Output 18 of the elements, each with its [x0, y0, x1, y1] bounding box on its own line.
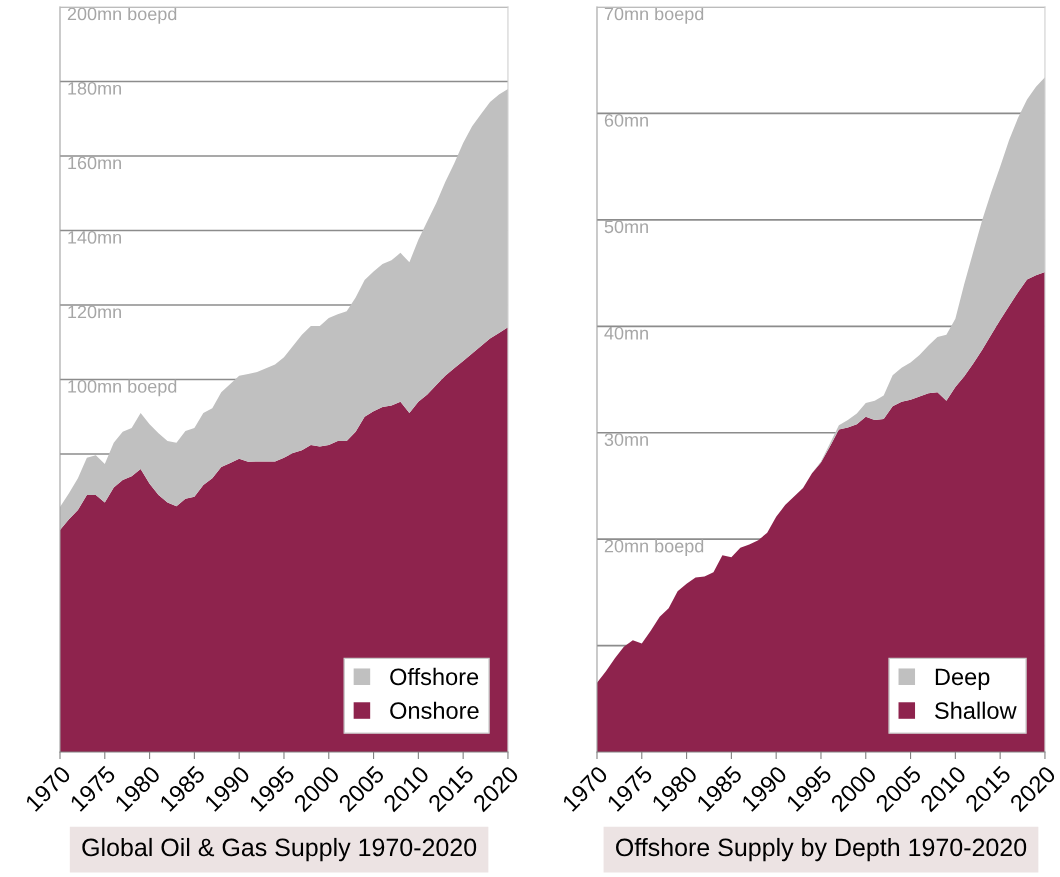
y-tick-label: 30mn	[604, 433, 648, 446]
y-tick-label: 60mn	[604, 113, 648, 127]
y-tick-label: 180mn	[68, 81, 121, 95]
y-tick-label: 70mn boepd	[604, 7, 704, 24]
y-tick-label: 100mn boepd	[68, 379, 177, 397]
series-label: Offshore	[390, 667, 479, 686]
y-tick-label: 20mn boepd	[604, 539, 704, 556]
series-label: Onshore	[390, 701, 479, 720]
legend-label: Deep	[935, 668, 990, 690]
y-tick-label: 120mn	[68, 305, 121, 319]
y-tick-label: 140mn	[68, 231, 121, 244]
text: Global Oil & Gas Supply 1970-2020	[82, 837, 477, 862]
y-tick-label: 50mn	[604, 220, 648, 234]
y-tick-label: 40mn	[604, 326, 648, 340]
legend-label: Shallow	[935, 701, 1017, 720]
text: Offshore Supply by Depth 1970-2020	[616, 837, 1027, 862]
y-tick-label: 200mn boepd	[67, 7, 177, 24]
y-tick-label: 160mn	[68, 156, 121, 170]
